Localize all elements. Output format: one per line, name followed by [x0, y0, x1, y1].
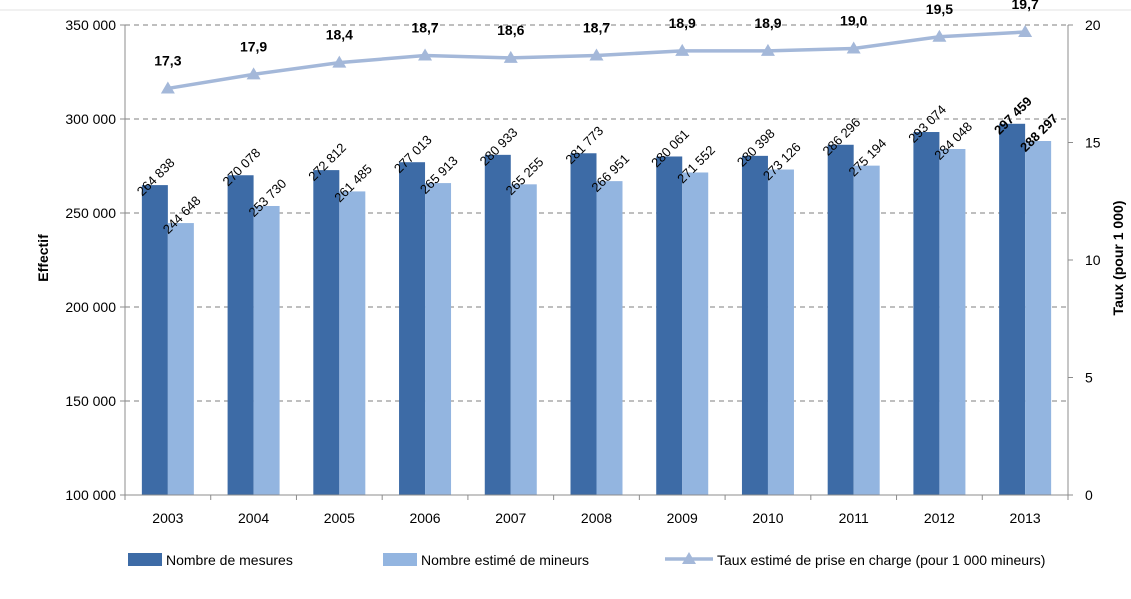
bar — [913, 132, 940, 495]
left-tick-label: 350 000 — [65, 17, 116, 33]
rate-line — [160, 25, 1033, 94]
rate-value-label: 17,9 — [240, 38, 267, 54]
right-axis: 0 5 10 15 20 — [1067, 17, 1101, 503]
bar — [510, 184, 537, 495]
bar — [741, 155, 768, 496]
right-tick-label: 15 — [1085, 135, 1101, 151]
bar — [313, 170, 340, 495]
bar — [570, 153, 597, 495]
legend-swatch-mineurs — [383, 553, 417, 566]
bar — [656, 156, 683, 495]
rate-value-label: 18,4 — [326, 27, 353, 43]
bar — [339, 191, 366, 495]
x-tick-label: 2012 — [924, 510, 955, 526]
right-tick-label: 10 — [1085, 252, 1101, 268]
bar — [939, 148, 966, 496]
rate-marker — [589, 48, 604, 61]
rate-marker — [246, 67, 261, 80]
legend-swatch-mesures — [128, 553, 162, 566]
rate-marker — [503, 50, 518, 63]
rate-value-label: 17,3 — [154, 52, 181, 68]
legend-marker-taux — [682, 552, 696, 564]
left-tick-label: 100 000 — [65, 487, 116, 503]
bar — [767, 169, 794, 495]
left-tick-label: 250 000 — [65, 205, 116, 221]
bar — [484, 154, 511, 496]
legend: Nombre de mesures Nombre estimé de mineur… — [128, 552, 1045, 568]
rate-marker — [846, 41, 861, 54]
x-tick-label: 2006 — [409, 510, 440, 526]
y-axis-left-title: Effectif — [35, 234, 51, 282]
x-tick-label: 2009 — [667, 510, 698, 526]
rate-value-label: 19,0 — [840, 13, 867, 29]
left-tick-label: 200 000 — [65, 299, 116, 315]
x-tick-label: 2005 — [324, 510, 355, 526]
right-tick-label: 5 — [1085, 370, 1093, 386]
x-tick-label: 2008 — [581, 510, 612, 526]
rate-marker — [160, 81, 175, 94]
rate-value-label: 18,7 — [411, 20, 438, 36]
left-tick-label: 300 000 — [65, 111, 116, 127]
bar — [399, 162, 426, 495]
x-axis: 2003 2004 2005 2006 2007 2008 2009 2010 2011 2012… — [124, 494, 1069, 526]
x-tick-label: 2011 — [839, 510, 869, 526]
rate-marker — [332, 55, 347, 68]
right-tick-label: 20 — [1085, 17, 1101, 33]
rate-value-label: 18,6 — [497, 22, 524, 38]
bar — [227, 175, 254, 495]
bar — [167, 223, 194, 495]
rate-marker — [675, 43, 690, 56]
x-tick-label: 2010 — [752, 510, 783, 526]
right-tick-label: 0 — [1085, 487, 1093, 503]
x-tick-label: 2003 — [152, 510, 183, 526]
rate-marker — [418, 48, 433, 61]
x-tick-label: 2013 — [1010, 510, 1041, 526]
left-axis: 100 000 150 000 200 000 250 000 300 000 350 0… — [65, 17, 126, 503]
rate-value-label: 18,7 — [583, 20, 610, 36]
legend-label-mineurs: Nombre estimé de mineurs — [421, 552, 589, 568]
y-axis-right-title: Taux (pour 1 000) — [1110, 201, 1126, 316]
legend-label-mesures: Nombre de mesures — [166, 552, 293, 568]
bar — [596, 181, 623, 495]
x-tick-label: 2004 — [238, 510, 269, 526]
rate-value-label: 18,9 — [669, 15, 696, 31]
bars — [141, 123, 1052, 496]
rate-marker — [932, 29, 947, 42]
bar — [1025, 141, 1052, 495]
bar — [682, 172, 709, 495]
bar — [425, 183, 452, 495]
rate-marker — [1018, 25, 1033, 38]
bar — [253, 205, 280, 495]
legend-label-taux: Taux estimé de prise en charge (pour 1 0… — [717, 552, 1045, 568]
left-tick-label: 150 000 — [65, 393, 116, 409]
rate-value-label: 18,9 — [754, 15, 781, 31]
rate-marker — [760, 43, 775, 56]
bar — [141, 185, 168, 495]
x-tick-label: 2007 — [495, 510, 526, 526]
rate-value-label: 19,5 — [926, 1, 953, 17]
bar — [827, 144, 854, 495]
rate-value-label: 19,7 — [1012, 0, 1039, 12]
bar — [853, 165, 880, 495]
bar — [999, 123, 1026, 496]
